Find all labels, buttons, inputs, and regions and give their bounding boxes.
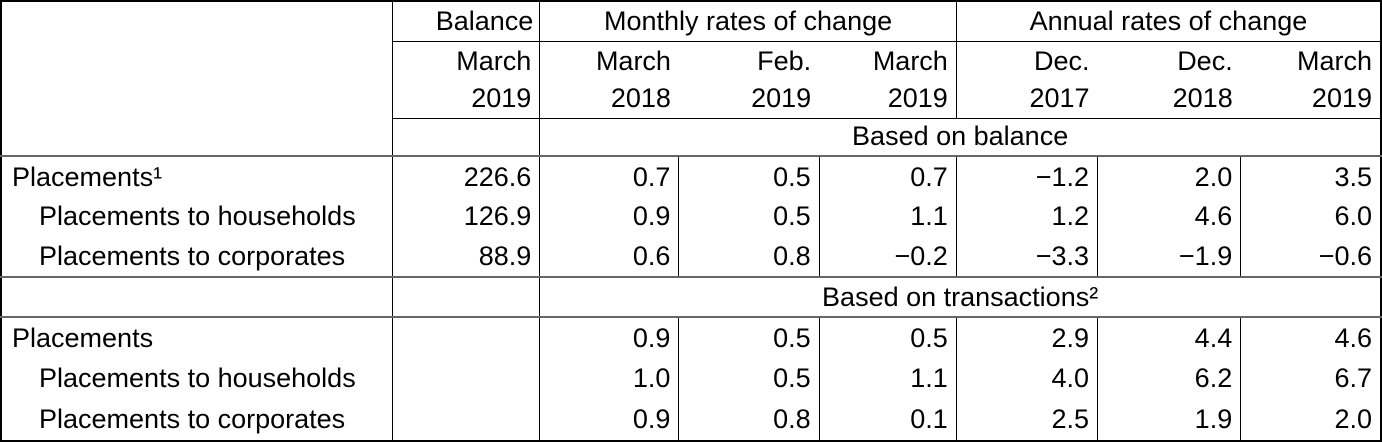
label-empty-cell	[1, 277, 393, 318]
data-cell: 0.5	[678, 358, 820, 400]
col-group-annual: Annual rates of change	[955, 1, 1381, 42]
period-header: March 2019	[819, 41, 957, 119]
data-cell: 6.7	[1240, 358, 1381, 400]
data-cell: −1.2	[955, 156, 1098, 197]
data-cell: −3.3	[955, 237, 1098, 279]
balance-cell	[392, 316, 540, 359]
data-cell: 3.5	[1240, 156, 1381, 197]
data-cell: 1.1	[818, 196, 957, 238]
data-cell: 4.0	[955, 358, 1098, 400]
row-label: Placements	[12, 322, 154, 353]
data-cell: 0.9	[539, 196, 679, 238]
balance-cell	[392, 399, 540, 441]
table-row: Placements¹ 226.6 0.7 0.5 0.7 −1.2 2.0 3…	[1, 156, 1381, 197]
balance-empty-cell	[392, 118, 540, 158]
data-cell: 0.8	[678, 399, 820, 441]
row-label: Placements to households	[39, 363, 356, 394]
period-header: March 2019	[1240, 41, 1381, 119]
table-row: Placements to corporates 0.9 0.8 0.1 2.5…	[1, 399, 1381, 441]
data-cell: 4.6	[1097, 196, 1241, 238]
period-header-row: March 2019 March 2018 Feb. 2019 March 20…	[1, 41, 1381, 119]
data-cell: −0.6	[1240, 237, 1381, 279]
data-cell: 1.1	[818, 358, 957, 400]
balance-empty-cell	[392, 277, 540, 318]
col-header-balance: Balance	[392, 1, 540, 42]
data-cell: 0.5	[678, 196, 820, 238]
band-label-transactions: Based on transactions²	[539, 277, 1381, 318]
group-header-row: Balance Monthly rates of change Annual r…	[1, 1, 1381, 158]
band-label-balance: Based on balance	[539, 118, 1381, 158]
data-cell: 6.0	[1240, 196, 1381, 238]
data-cell: 4.6	[1240, 316, 1381, 359]
data-cell: 6.2	[1097, 358, 1241, 400]
period-header: Dec. 2017	[955, 41, 1098, 119]
band-row-transactions: Based on transactions²	[1, 277, 1381, 318]
data-cell: 0.6	[539, 237, 679, 279]
col-group-monthly: Monthly rates of change	[539, 1, 957, 42]
balance-cell: 88.9	[392, 237, 540, 279]
row-label: Placements to households	[39, 201, 356, 232]
data-cell: 0.1	[818, 399, 957, 441]
period-header: Feb. 2019	[678, 41, 820, 119]
data-cell: 4.4	[1097, 316, 1241, 359]
data-cell: 0.9	[539, 399, 679, 441]
data-cell: 0.5	[818, 316, 957, 359]
table-row: Placements to corporates 88.9 0.6 0.8 −0…	[1, 237, 1381, 279]
balance-cell	[392, 358, 540, 400]
data-cell: 2.0	[1240, 399, 1381, 441]
table-row: Placements to households 1.0 0.5 1.1 4.0…	[1, 358, 1381, 400]
data-cell: 0.9	[539, 316, 679, 359]
corner-empty-cell	[1, 1, 393, 158]
data-cell: −0.2	[818, 237, 957, 279]
data-cell: 2.0	[1097, 156, 1241, 197]
row-label: Placements to corporates	[39, 404, 346, 435]
data-cell: −1.9	[1097, 237, 1241, 279]
data-cell: 2.5	[955, 399, 1098, 441]
band-row-balance: Based on balance	[1, 118, 1381, 158]
data-cell: 1.2	[955, 196, 1098, 238]
data-cell: 0.8	[678, 237, 820, 279]
data-cell: 1.9	[1097, 399, 1241, 441]
data-cell: 2.9	[955, 316, 1098, 359]
data-cell: 0.5	[678, 156, 820, 197]
table-row: Placements 0.9 0.5 0.5 2.9 4.4 4.6	[1, 316, 1381, 359]
data-cell: 0.7	[818, 156, 957, 197]
data-cell: 1.0	[539, 358, 679, 400]
table-row: Placements to households 126.9 0.9 0.5 1…	[1, 196, 1381, 238]
row-label: Placements to corporates	[1, 237, 393, 279]
period-header: Dec. 2018	[1097, 41, 1241, 119]
row-label: Placements¹	[12, 161, 163, 192]
data-cell: 0.7	[539, 156, 679, 197]
period-header: March 2018	[539, 41, 679, 119]
balance-cell: 226.6	[392, 156, 540, 197]
period-header-balance: March 2019	[392, 41, 540, 119]
data-cell: 0.5	[678, 316, 820, 359]
balance-cell: 126.9	[392, 196, 540, 238]
